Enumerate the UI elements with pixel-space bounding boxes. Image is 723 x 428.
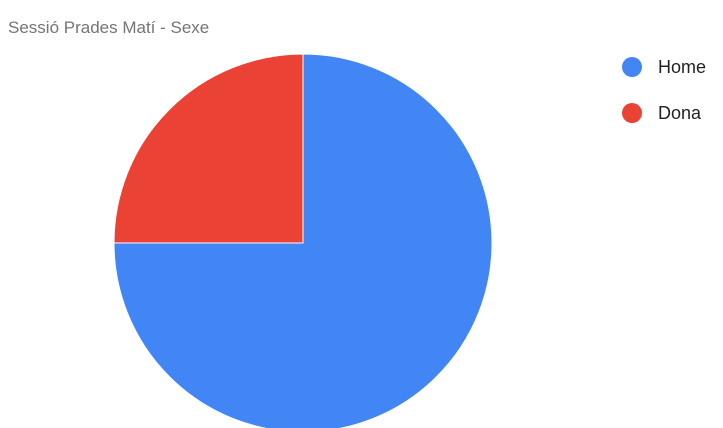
legend-swatch-dona: [622, 103, 642, 123]
legend-swatch-home: [622, 57, 642, 77]
chart-title: Sessió Prades Matí - Sexe: [8, 18, 210, 37]
legend-label-dona: Dona: [658, 103, 702, 123]
legend-label-home: Home: [658, 57, 707, 77]
pie-slice-dona[interactable]: [113, 53, 304, 244]
